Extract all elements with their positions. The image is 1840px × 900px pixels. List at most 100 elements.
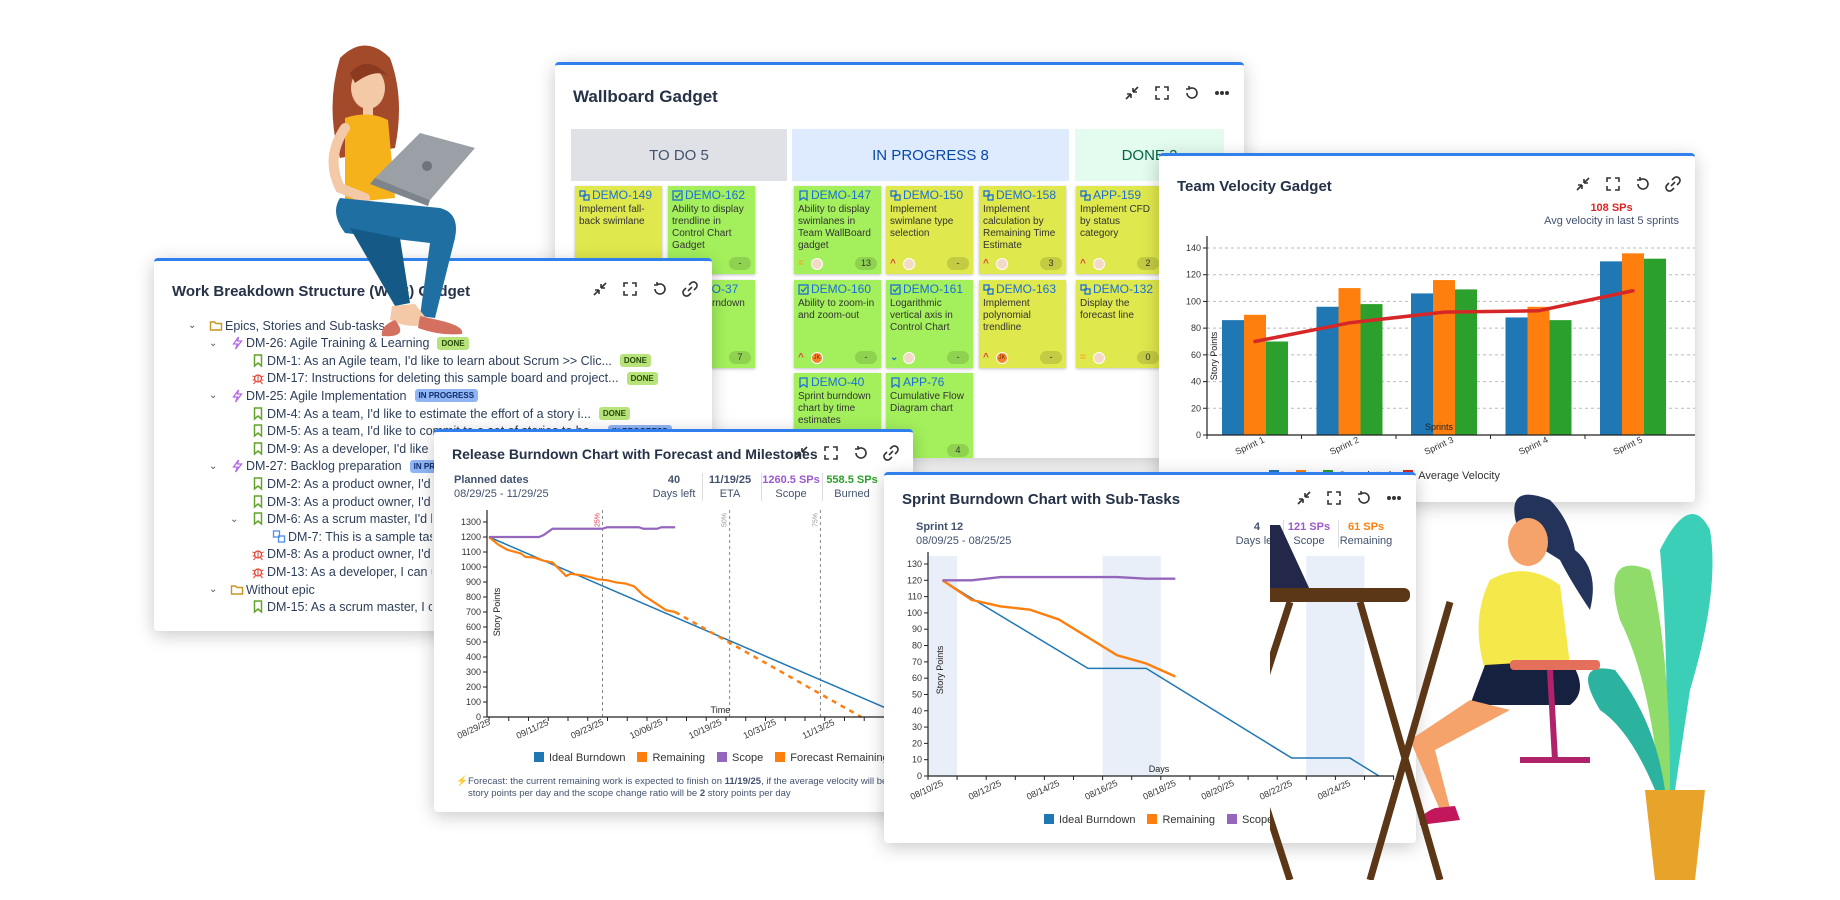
y-axis-label: Story Points xyxy=(492,587,502,636)
wbs-row[interactable]: ⌄ Without epic xyxy=(209,581,315,598)
link-icon[interactable] xyxy=(1665,176,1681,192)
wallboard-card[interactable]: DEMO-161 Logarithmic vertical axis in Con… xyxy=(886,280,973,368)
milestone-label: 25% xyxy=(595,513,602,527)
legend-item[interactable]: Remaining xyxy=(637,752,705,764)
minimize-icon[interactable] xyxy=(1296,490,1312,506)
wbs-row[interactable]: DM-1: As an Agile team, I'd like to lear… xyxy=(251,352,652,369)
chevron-down-icon[interactable]: ⌄ xyxy=(230,513,239,525)
card-key[interactable]: APP-159 xyxy=(1080,189,1159,201)
bar[interactable] xyxy=(1549,320,1572,435)
refresh-icon[interactable] xyxy=(1356,490,1372,506)
more-icon[interactable] xyxy=(1386,490,1402,506)
fullscreen-icon[interactable] xyxy=(1154,85,1170,101)
bar[interactable] xyxy=(1433,280,1455,435)
minimize-icon[interactable] xyxy=(1124,85,1140,101)
wbs-row[interactable]: DM-8: As a product owner, I'd like to xyxy=(251,546,432,563)
fullscreen-icon[interactable] xyxy=(1605,176,1621,192)
wallboard-card[interactable]: DEMO-150 Implement swimlane type selectio… xyxy=(886,186,973,274)
series-line-scope[interactable] xyxy=(942,575,1176,582)
minimize-icon[interactable] xyxy=(592,281,608,297)
legend-item[interactable]: Remaining xyxy=(1147,814,1215,826)
wbs-row[interactable]: DM-9: As a developer, I'd like to upd xyxy=(251,440,432,457)
x-tick-label: 08/20/25 xyxy=(1200,778,1236,802)
card-key[interactable]: DEMO-163 xyxy=(983,283,1062,295)
chevron-down-icon[interactable]: ⌄ xyxy=(209,460,218,472)
wbs-row[interactable]: ⌄ DM-6: As a scrum master, I'd like to l xyxy=(230,511,432,528)
wbs-row[interactable]: DM-7: This is a sample task. Task xyxy=(272,528,432,545)
average-velocity-line[interactable] xyxy=(1253,288,1635,344)
wallboard-card[interactable]: DEMO-160 Ability to zoom-in and zoom-out ^… xyxy=(794,280,881,368)
wallboard-card[interactable]: APP-159 Implement CFD by status category ^… xyxy=(1076,186,1163,274)
fullscreen-icon[interactable] xyxy=(622,281,638,297)
legend-item[interactable]: Scope xyxy=(1227,814,1273,826)
bar[interactable] xyxy=(1455,289,1477,435)
wbs-row[interactable]: DM-2: As a product owner, I'd like to xyxy=(251,475,432,492)
fullscreen-icon[interactable] xyxy=(1326,490,1342,506)
card-key[interactable]: DEMO-132 xyxy=(1080,283,1159,295)
wbs-row[interactable]: DM-17: Instructions for deleting this sa… xyxy=(251,370,658,387)
wbs-row[interactable]: ⌄ Epics, Stories and Sub-tasks xyxy=(188,317,385,334)
wbs-row[interactable]: DM-15: As a scrum master, I can see xyxy=(251,599,432,616)
bug-icon xyxy=(252,374,264,385)
card-key[interactable]: DEMO-158 xyxy=(983,189,1062,201)
bar[interactable] xyxy=(1411,293,1433,435)
wbs-row[interactable]: ⌄ DM-25: Agile Implementation IN PROGRESS xyxy=(209,387,479,404)
card-key[interactable]: DEMO-149 xyxy=(579,189,658,201)
wbs-row[interactable]: DM-13: As a developer, I can update xyxy=(251,563,432,580)
card-key[interactable]: DEMO-162 xyxy=(672,189,751,201)
bar[interactable] xyxy=(1338,288,1361,435)
story-icon xyxy=(253,477,263,491)
link-icon[interactable] xyxy=(682,281,698,297)
card-key[interactable]: DEMO-160 xyxy=(798,283,877,295)
series-line-forecast-remaining[interactable] xyxy=(674,610,862,719)
wbs-row[interactable]: DM-3: As a product owner, I'd like to xyxy=(251,493,432,510)
priority-high-icon: ^ xyxy=(798,351,804,363)
series-line-remaining[interactable] xyxy=(941,579,1176,678)
card-key[interactable]: DEMO-40 xyxy=(798,376,877,388)
bar[interactable] xyxy=(1316,306,1339,435)
bar[interactable] xyxy=(1222,320,1244,435)
refresh-icon[interactable] xyxy=(652,281,668,297)
wbs-row[interactable]: DM-4: As a team, I'd like to estimate th… xyxy=(251,405,630,422)
chevron-down-icon[interactable]: ⌄ xyxy=(209,390,218,402)
legend-item[interactable]: Ideal Burndown xyxy=(1044,814,1135,826)
refresh-icon[interactable] xyxy=(1635,176,1651,192)
bar[interactable] xyxy=(1622,253,1644,435)
more-icon[interactable] xyxy=(1214,85,1230,101)
bar[interactable] xyxy=(1527,306,1550,435)
bar[interactable] xyxy=(1244,314,1266,435)
bar[interactable] xyxy=(1505,317,1528,435)
series-line-ideal-burndown[interactable] xyxy=(942,579,1380,777)
wallboard-card[interactable]: DEMO-163 Implement polynomial trendline ^ J… xyxy=(979,280,1066,368)
bar[interactable] xyxy=(1600,261,1622,435)
series-line-ideal-burndown[interactable] xyxy=(488,536,907,718)
refresh-icon[interactable] xyxy=(1184,85,1200,101)
wallboard-card[interactable]: DEMO-158 Implement calculation by Remaini… xyxy=(979,186,1066,274)
wbs-row[interactable]: ⌄ DM-26: Agile Training & Learning DONE xyxy=(209,335,469,352)
legend-item[interactable]: Forecast Remaining xyxy=(775,752,889,764)
estimate-badge: 3 xyxy=(1040,257,1062,270)
bar[interactable] xyxy=(1266,341,1288,436)
bar[interactable] xyxy=(1644,258,1666,435)
card-key[interactable]: DEMO-147 xyxy=(798,189,877,201)
wallboard-card[interactable]: DEMO-147 Ability to display swimlanes in … xyxy=(794,186,881,274)
card-key[interactable]: DEMO-150 xyxy=(890,189,969,201)
legend-item[interactable]: Average Velocity xyxy=(1403,470,1500,482)
minimize-icon[interactable] xyxy=(793,445,809,461)
legend-item[interactable]: Scope xyxy=(717,752,763,764)
y-tick-label: 600 xyxy=(466,622,481,632)
card-key[interactable]: DEMO-161 xyxy=(890,283,969,295)
minimize-icon[interactable] xyxy=(1575,176,1591,192)
series-line-scope[interactable] xyxy=(489,526,676,539)
series-line-remaining[interactable] xyxy=(488,536,676,614)
chevron-down-icon[interactable]: ⌄ xyxy=(188,320,197,331)
link-icon[interactable] xyxy=(883,445,899,461)
wallboard-card[interactable]: DEMO-132 Display the forecast line = 0 xyxy=(1076,280,1163,368)
refresh-icon[interactable] xyxy=(853,445,869,461)
chevron-down-icon[interactable]: ⌄ xyxy=(209,337,218,349)
legend-item[interactable]: Ideal Burndown xyxy=(534,752,625,764)
card-key[interactable]: APP-76 xyxy=(890,376,969,388)
bar[interactable] xyxy=(1360,304,1383,435)
chevron-down-icon[interactable]: ⌄ xyxy=(209,584,218,595)
fullscreen-icon[interactable] xyxy=(823,445,839,461)
